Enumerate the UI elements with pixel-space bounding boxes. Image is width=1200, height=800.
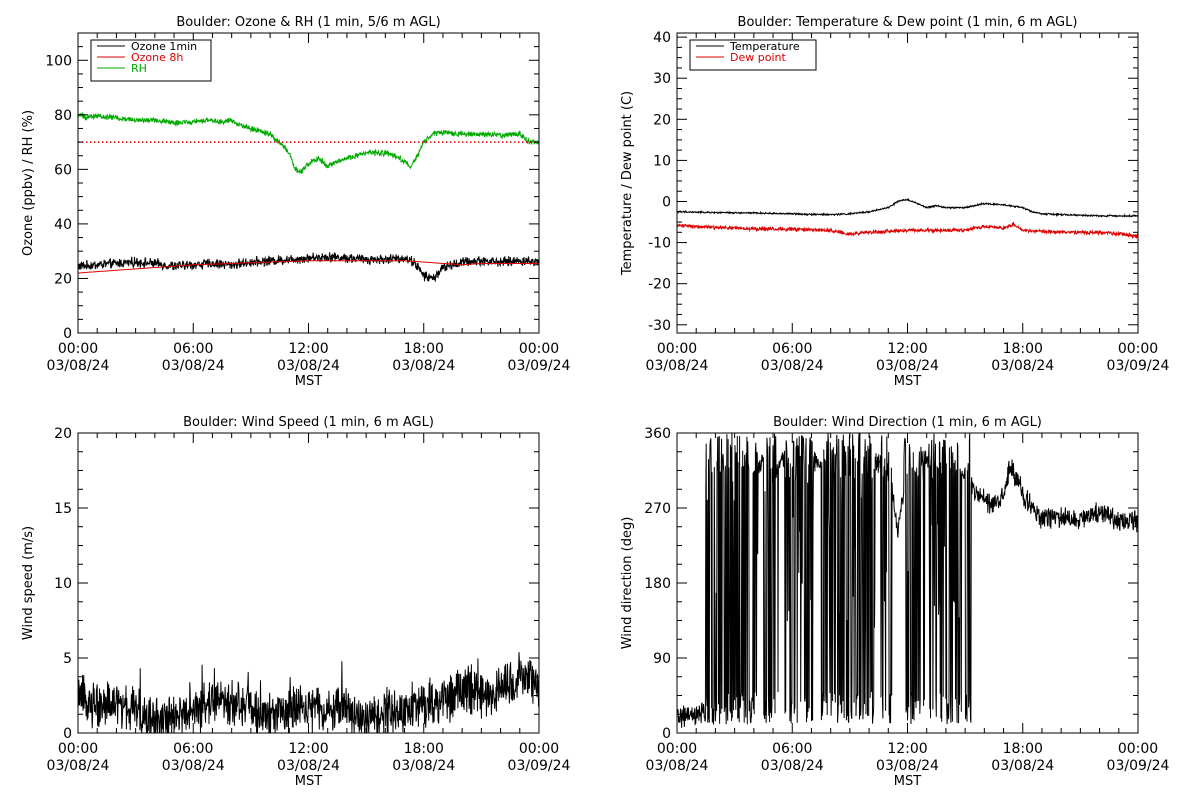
wind_dir-xtick-time: 06:00	[772, 741, 812, 757]
ozone_rh-legend-entry: Ozone 1min	[131, 40, 197, 53]
temp_dew-legend	[689, 39, 817, 71]
wind_speed-xtick-date: 03/08/24	[162, 758, 225, 774]
wind_speed-title: Boulder: Wind Speed (1 min, 6 m AGL)	[183, 415, 434, 430]
wind_dir-ytick-label: 180	[644, 576, 671, 592]
ozone_rh-ytick-label: 80	[54, 108, 72, 124]
wind_dir-xtick-date: 03/08/24	[991, 758, 1054, 774]
wind_speed-xtick-date: 03/08/24	[392, 758, 455, 774]
ozone_rh-xtick-time: 06:00	[173, 341, 213, 357]
wind_dir-xtick-date: 03/09/24	[1107, 758, 1170, 774]
ozone_rh-ytick-label: 100	[45, 53, 72, 69]
wind_dir-xlabel: MST	[894, 774, 921, 789]
wind_dir-series-line-0	[677, 433, 1138, 728]
wind_speed-ytick-label: 15	[54, 501, 72, 517]
ozone_rh-xtick-time: 00:00	[58, 341, 98, 357]
ozone_rh-xtick-date: 03/08/24	[47, 358, 110, 374]
wind_speed-xtick-time: 00:00	[58, 741, 98, 757]
temp_dew-chart: Boulder: Temperature & Dew point (1 min,…	[620, 15, 1170, 389]
temp_dew-xtick-date: 03/09/24	[1107, 358, 1170, 374]
temp_dew-series-dew-point	[677, 221, 1138, 240]
temp_dew-xtick-time: 12:00	[887, 341, 927, 357]
temp_dew-ytick-label: -10	[648, 236, 671, 252]
ozone_rh-series-rh	[78, 111, 539, 175]
ozone_rh-chart: Boulder: Ozone & RH (1 min, 5/6 m AGL) 0 2…	[21, 15, 571, 389]
wind_dir-title: Boulder: Wind Direction (1 min, 6 m AGL)	[773, 415, 1042, 430]
temp_dew-ytick-label: 40	[653, 30, 671, 46]
temp_dew-ytick-label: 30	[653, 71, 671, 87]
ozone_rh-xlabel: MST	[295, 374, 322, 389]
temp_dew-legend-entry: Temperature	[729, 40, 800, 53]
wind_speed-xtick-date: 03/08/24	[277, 758, 340, 774]
wind_dir-ytick-label: 270	[644, 501, 671, 517]
temp_dew-ytick-label: 0	[662, 194, 671, 210]
temp_dew-xtick-time: 18:00	[1003, 341, 1043, 357]
ozone_rh-xtick-date: 03/08/24	[162, 358, 225, 374]
ozone_rh-legend	[90, 39, 212, 82]
temp_dew-xtick-time: 00:00	[657, 341, 697, 357]
wind_speed-ytick-label: 20	[54, 426, 72, 442]
temp_dew-xtick-date: 03/08/24	[876, 358, 939, 374]
temp_dew-ytick-label: 10	[653, 153, 671, 169]
wind_dir-ytick-label: 90	[653, 651, 671, 667]
wind_dir-ylabel: Wind direction (deg)	[620, 517, 635, 650]
wind_speed-ytick-label: 0	[63, 726, 72, 742]
wind_dir-xtick-time: 18:00	[1003, 741, 1043, 757]
temp_dew-ytick-label: -30	[648, 318, 671, 334]
temp_dew-plot-frame	[676, 32, 1139, 334]
ozone_rh-title: Boulder: Ozone & RH (1 min, 5/6 m AGL)	[176, 15, 440, 30]
ozone_rh-xtick-time: 18:00	[404, 341, 444, 357]
wind_dir-xtick-time: 12:00	[887, 741, 927, 757]
ozone_rh-ylabel: Ozone (ppbv) / RH (%)	[21, 110, 36, 256]
wind_speed-xtick-time: 00:00	[519, 741, 559, 757]
wind_speed-xlabel: MST	[295, 774, 322, 789]
ozone_rh-xtick-time: 00:00	[519, 341, 559, 357]
wind_dir-chart: Boulder: Wind Direction (1 min, 6 m AGL)…	[620, 415, 1170, 789]
temp_dew-ylabel: Temperature / Dew point (C)	[620, 91, 635, 276]
wind_dir-xtick-time: 00:00	[657, 741, 697, 757]
ozone_rh-series-ozone-1min	[78, 252, 539, 282]
ozone_rh-legend-entry: Ozone 8h	[131, 51, 183, 64]
wind_speed-xtick-time: 12:00	[288, 741, 328, 757]
temp_dew-ytick-label: -20	[648, 277, 671, 293]
ozone_rh-xtick-date: 03/08/24	[392, 358, 455, 374]
wind_dir-ytick-label: 360	[644, 426, 671, 442]
ozone_rh-ytick-label: 60	[54, 162, 72, 178]
wind_speed-series-line-0	[78, 652, 539, 733]
wind_dir-xtick-date: 03/08/24	[761, 758, 824, 774]
temp_dew-xtick-date: 03/08/24	[991, 358, 1054, 374]
wind_speed-xtick-time: 18:00	[404, 741, 444, 757]
temp_dew-series-temperature	[677, 197, 1138, 218]
temp_dew-ytick-label: 20	[653, 112, 671, 128]
wind_speed-ylabel: Wind speed (m/s)	[21, 526, 36, 640]
wind_dir-xtick-date: 03/08/24	[876, 758, 939, 774]
temp_dew-xtick-date: 03/08/24	[761, 358, 824, 374]
ozone_rh-xtick-date: 03/08/24	[277, 358, 340, 374]
wind_speed-xtick-date: 03/09/24	[508, 758, 571, 774]
temp_dew-xtick-date: 03/08/24	[646, 358, 709, 374]
wind_dir-ytick-label: 0	[662, 726, 671, 742]
ozone_rh-xtick-date: 03/09/24	[508, 358, 571, 374]
wind_speed-chart: Boulder: Wind Speed (1 min, 6 m AGL) 0 5 10…	[21, 415, 571, 789]
wind_speed-xtick-date: 03/08/24	[47, 758, 110, 774]
temp_dew-legend-entry: Dew point	[730, 51, 786, 64]
temp_dew-xlabel: MST	[894, 374, 921, 389]
ozone_rh-series-ozone-8h	[78, 260, 539, 274]
wind_dir-xtick-time: 00:00	[1118, 741, 1158, 757]
temp_dew-xtick-time: 06:00	[772, 341, 812, 357]
ozone_rh-ytick-label: 0	[63, 326, 72, 342]
wind_dir-xtick-date: 03/08/24	[646, 758, 709, 774]
ozone_rh-xtick-time: 12:00	[288, 341, 328, 357]
ozone_rh-ytick-label: 40	[54, 217, 72, 233]
temp_dew-xtick-time: 00:00	[1118, 341, 1158, 357]
ozone_rh-ytick-label: 20	[54, 271, 72, 287]
ozone_rh-legend-entry: RH	[131, 62, 147, 75]
wind_speed-xtick-time: 06:00	[173, 741, 213, 757]
wind_speed-ytick-label: 5	[63, 651, 72, 667]
wind_speed-ytick-label: 10	[54, 576, 72, 592]
temp_dew-title: Boulder: Temperature & Dew point (1 min,…	[738, 15, 1078, 30]
